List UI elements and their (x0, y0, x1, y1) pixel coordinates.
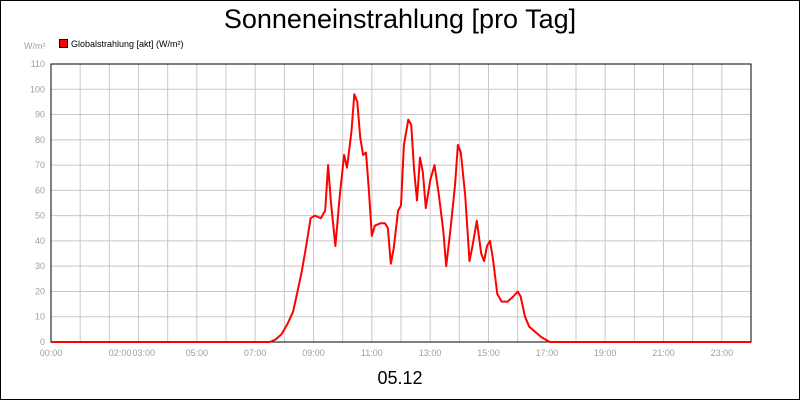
x-tick-label: 15:00 (477, 348, 500, 358)
y-tick-label: 80 (35, 135, 45, 145)
x-tick-label: 23:00 (711, 348, 734, 358)
series-line (51, 93, 751, 343)
y-tick-label: 50 (35, 211, 45, 221)
y-tick-label: 110 (31, 59, 45, 69)
x-tick-label: 11:00 (361, 348, 383, 358)
x-tick-label: 09:00 (302, 348, 325, 358)
legend-label: Globalstrahlung [akt] (W/m²) (71, 39, 184, 49)
x-tick-label: 05:00 (186, 348, 209, 358)
y-tick-label: 90 (35, 110, 45, 120)
x-tick-label: 21:00 (652, 348, 675, 358)
x-tick-label: 19:00 (594, 348, 617, 358)
y-tick-label: 60 (35, 185, 45, 195)
legend: Globalstrahlung [akt] (W/m²) (59, 39, 184, 49)
x-tick-label: 13:00 (419, 348, 442, 358)
y-tick-label: 100 (30, 84, 45, 94)
x-axis-caption: 05.12 (377, 368, 423, 388)
y-tick-label: 10 (35, 312, 45, 322)
x-tick-label: 17:00 (536, 348, 559, 358)
y-tick-label: 0 (40, 337, 45, 347)
y-tick-label: 20 (35, 286, 45, 296)
x-tick-label: 00:00 (40, 348, 63, 358)
x-tick-label: 07:00 (244, 348, 267, 358)
legend-swatch (59, 39, 68, 48)
x-tick-label: 03:00 (133, 348, 156, 358)
y-tick-label: 30 (35, 261, 45, 271)
chart-title: Sonneneinstrahlung [pro Tag] (223, 4, 577, 34)
plot-border (50, 63, 752, 343)
y-unit-label: W/m² (24, 41, 46, 51)
y-tick-label: 70 (35, 160, 45, 170)
y-tick-label: 40 (35, 236, 45, 246)
x-tick-label: 02:00 (109, 348, 132, 358)
